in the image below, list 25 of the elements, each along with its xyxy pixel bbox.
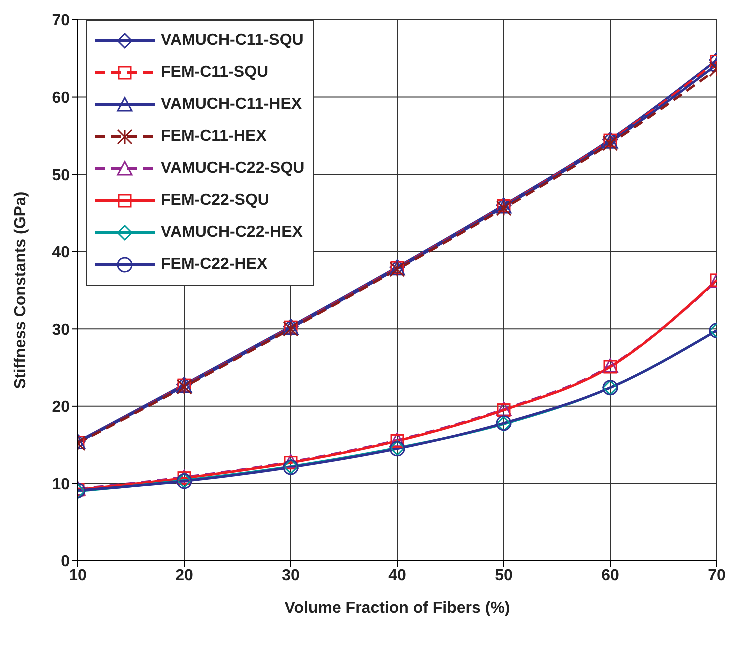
x-tick-label: 40 (388, 567, 406, 584)
legend-label: VAMUCH-C22-SQU (161, 160, 305, 178)
legend-label: VAMUCH-C11-HEX (161, 96, 302, 114)
x-tick-label: 30 (282, 567, 300, 584)
legend-label: VAMUCH-C11-SQU (161, 32, 304, 50)
y-tick-label: 10 (52, 476, 70, 494)
legend-label: FEM-C22-HEX (161, 256, 268, 274)
y-tick-label: 40 (52, 244, 70, 262)
x-tick-label: 50 (495, 567, 513, 584)
x-tick-label: 70 (708, 567, 726, 584)
x-axis-title: Volume Fraction of Fibers (%) (284, 600, 510, 617)
y-tick-label: 70 (52, 12, 70, 30)
x-tick-label: 60 (602, 567, 620, 584)
x-tick-label: 20 (176, 567, 194, 584)
x-tick-label: 10 (69, 567, 87, 584)
legend-label: FEM-C11-SQU (161, 64, 269, 82)
y-tick-label: 60 (52, 90, 70, 107)
legend-label: VAMUCH-C22-HEX (161, 224, 303, 242)
y-axis-title: Stiffness Constants (GPa) (12, 192, 30, 390)
y-tick-label: 30 (52, 322, 70, 339)
y-tick-label: 0 (61, 554, 70, 571)
legend-label: FEM-C22-SQU (161, 192, 270, 210)
y-tick-label: 50 (52, 167, 70, 184)
legend-label: FEM-C11-HEX (161, 128, 267, 146)
y-tick-label: 20 (52, 399, 70, 416)
